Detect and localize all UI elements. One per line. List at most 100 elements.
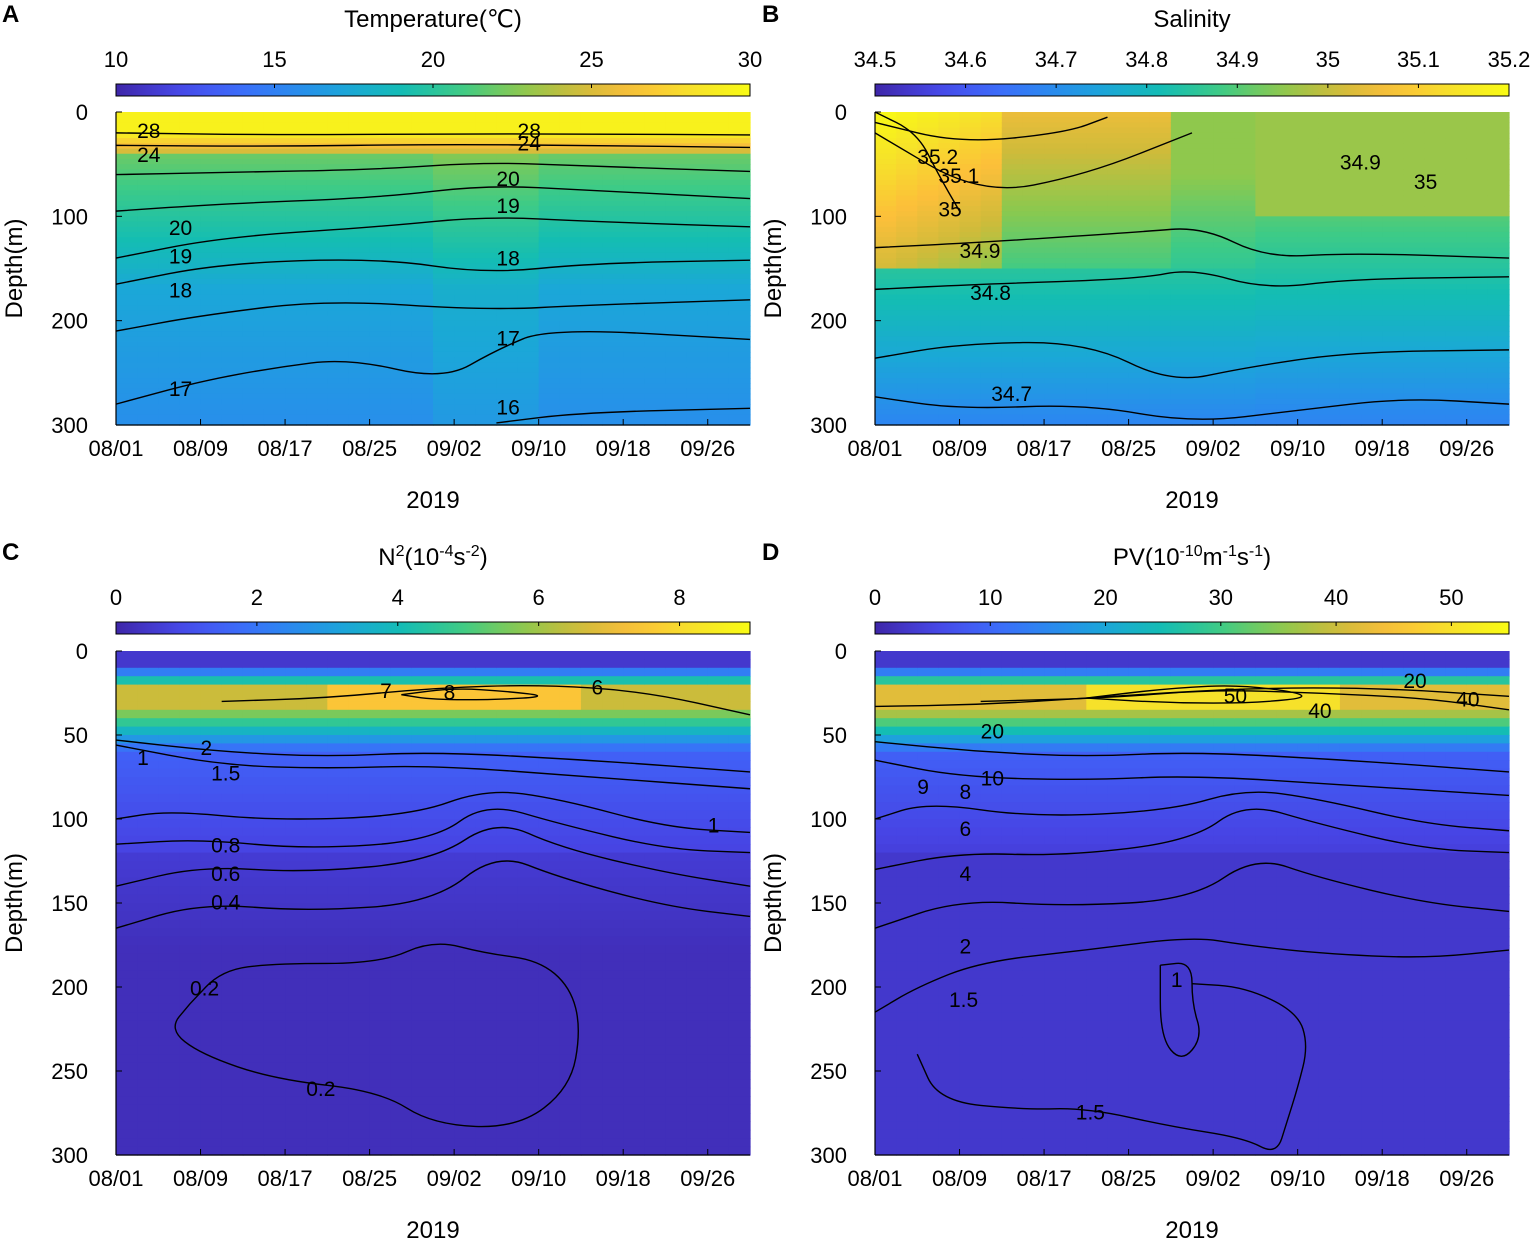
field-cell: [1213, 148, 1235, 155]
field-cell: [369, 928, 392, 938]
field-cell: [1192, 378, 1214, 384]
field-cell: [938, 148, 961, 155]
field-cell: [1044, 419, 1066, 426]
field-cell: [580, 179, 603, 186]
field-cell: [306, 226, 328, 233]
field-cell: [475, 325, 497, 332]
field-cell: [538, 709, 561, 719]
field-cell: [1192, 153, 1214, 160]
field-cell: [179, 258, 202, 264]
field-cell: [454, 231, 476, 238]
field-cell: [369, 827, 392, 837]
field-cell: [137, 122, 159, 129]
field-cell: [602, 320, 624, 327]
field-cell: [1044, 388, 1066, 395]
field-cell: [1086, 263, 1109, 270]
field-cell: [158, 231, 180, 238]
field-cell: [179, 961, 202, 971]
field-cell: [221, 132, 244, 139]
field-cell: [411, 205, 434, 212]
field-cell: [137, 768, 159, 778]
field-cell: [137, 331, 159, 337]
field-cell: [369, 877, 392, 887]
field-cell: [1065, 414, 1087, 421]
field-cell: [665, 205, 688, 212]
field-cell: [959, 164, 982, 170]
field-cell: [242, 127, 265, 134]
field-cell: [517, 294, 540, 301]
contour-label: 18: [496, 247, 519, 270]
field-cell: [306, 169, 328, 176]
field-cell: [306, 667, 328, 677]
field-cell: [496, 164, 519, 170]
field-cell: [1424, 278, 1447, 285]
field-cell: [875, 367, 897, 374]
field-cell: [390, 928, 413, 938]
field-cell: [496, 684, 519, 694]
field-cell: [369, 310, 392, 317]
field-cell: [242, 258, 265, 264]
field-cell: [433, 701, 455, 711]
field-cell: [1382, 179, 1404, 186]
field-cell: [1361, 383, 1383, 390]
field-cell: [306, 263, 328, 270]
field-cell: [938, 169, 961, 176]
field-cell: [390, 263, 413, 270]
field-cell: [306, 709, 328, 719]
field-cell: [538, 659, 561, 669]
field-cell: [475, 1138, 497, 1148]
field-cell: [665, 409, 688, 416]
field-cell: [137, 1029, 159, 1038]
field-cell: [1213, 357, 1235, 363]
field-cell: [896, 372, 918, 379]
field-cell: [369, 221, 392, 228]
field-cell: [1361, 138, 1383, 144]
field-cell: [348, 869, 371, 879]
field-cell: [475, 936, 497, 946]
field-cell: [454, 995, 476, 1005]
field-cell: [938, 263, 961, 270]
field-cell: [1065, 216, 1087, 223]
field-cell: [179, 242, 202, 249]
field-cell: [306, 310, 328, 317]
field-cell: [1170, 112, 1193, 118]
field-cell: [580, 164, 603, 170]
colorbar-tick-label: 35.1: [1397, 47, 1440, 72]
field-cell: [1339, 404, 1362, 410]
field-cell: [348, 414, 371, 421]
field-cell: [1424, 127, 1447, 134]
field-cell: [475, 793, 497, 803]
field-cell: [348, 802, 371, 812]
field-cell: [327, 174, 350, 181]
field-cell: [369, 294, 392, 301]
field-cell: [390, 735, 413, 744]
field-cell: [1192, 294, 1214, 301]
field-cell: [1424, 158, 1447, 165]
field-cell: [1445, 341, 1468, 348]
field-cell: [348, 174, 371, 181]
field-cell: [496, 1003, 519, 1013]
field-cell: [1128, 378, 1151, 384]
field-cell: [369, 164, 392, 170]
field-cell: [1297, 179, 1320, 186]
field-cell: [116, 861, 138, 870]
field-cell: [137, 802, 159, 812]
field-cell: [137, 325, 159, 332]
field-cell: [959, 252, 982, 259]
field-cell: [137, 252, 159, 259]
field-cell: [1255, 404, 1278, 410]
field-cell: [938, 132, 961, 139]
field-cell: [475, 1003, 497, 1013]
field-cell: [496, 398, 519, 405]
field-cell: [623, 237, 645, 244]
field-cell: [538, 419, 561, 426]
field-cell: [1276, 315, 1299, 322]
field-cell: [1424, 372, 1447, 379]
field-cell: [580, 169, 603, 176]
field-cell: [644, 310, 667, 317]
field-cell: [602, 242, 624, 249]
contour-label: 34.9: [1340, 151, 1381, 174]
field-cell: [917, 211, 939, 217]
field-cell: [1339, 320, 1362, 327]
field-cell: [116, 284, 138, 290]
